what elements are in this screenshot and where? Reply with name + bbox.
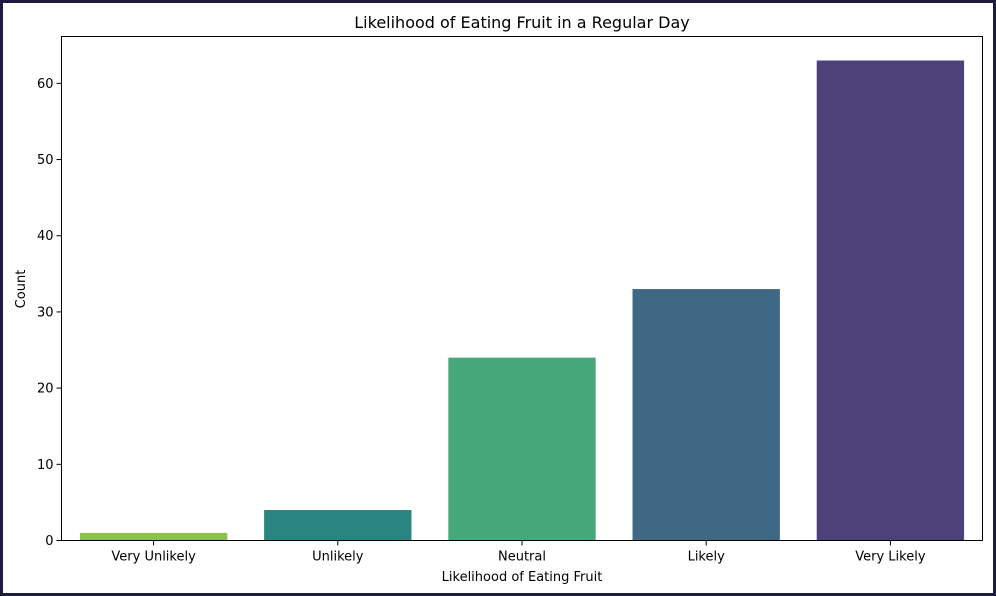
x-tick-label: Neutral	[498, 550, 546, 565]
bar-very-likely	[816, 60, 965, 541]
chart-frame: Likelihood of Eating Fruit in a Regular …	[3, 3, 993, 593]
bars-group	[79, 60, 965, 541]
y-tick-label: 60	[37, 77, 54, 92]
bar-neutral	[448, 357, 596, 541]
plot-area-border	[61, 36, 983, 541]
y-tick-label: 50	[37, 153, 54, 168]
x-tick-label: Very Unlikely	[111, 550, 196, 565]
bar-unlikely	[264, 510, 412, 541]
x-tick-label: Very Likely	[855, 550, 926, 565]
y-tick-label: 10	[37, 458, 54, 473]
y-tick-label: 40	[37, 229, 54, 244]
y-tick-label: 0	[45, 534, 53, 549]
bar-likely	[632, 289, 780, 541]
y-tick-label: 30	[37, 305, 54, 320]
bar-very-unlikely	[79, 532, 228, 541]
chart-title: Likelihood of Eating Fruit in a Regular …	[354, 13, 689, 32]
bar-chart: Likelihood of Eating Fruit in a Regular …	[14, 13, 983, 585]
y-tick-label: 20	[37, 382, 54, 397]
y-axis-ticks: 0 10 20 30 40 50 60	[37, 77, 62, 549]
x-axis-ticks: Very Unlikely Unlikely Neutral Likely Very L…	[111, 540, 926, 565]
x-axis-label: Likelihood of Eating Fruit	[442, 570, 603, 585]
x-tick-label: Likely	[688, 550, 726, 565]
x-tick-label: Unlikely	[312, 550, 364, 565]
y-axis-label: Count	[14, 270, 29, 309]
